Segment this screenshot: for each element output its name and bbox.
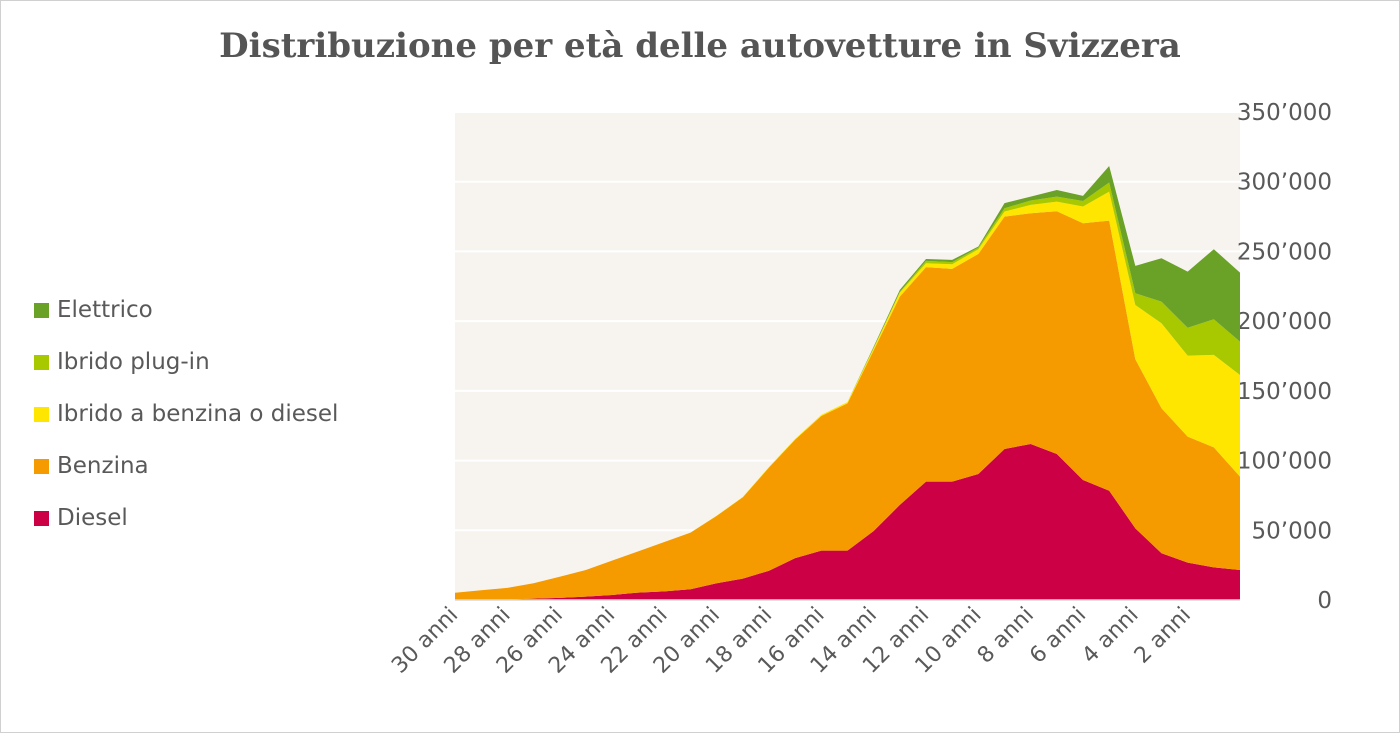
area-series-diesel [455,443,1240,600]
y-tick-label: 200’000 [1237,309,1332,335]
legend-label: Ibrido plug-in [57,349,210,375]
legend-label: Elettrico [57,297,153,323]
legend-swatch [34,458,49,474]
legend-item-diesel: Diesel [34,492,338,544]
legend-label: Ibrido a benzina o diesel [57,401,339,427]
chart-title: Distribuzione per età delle autovetture … [219,26,1181,66]
y-tick-label: 0 [1317,588,1332,614]
x-tick-label: 8 anni [973,603,1039,669]
legend-item-elettrico: Elettrico [34,284,338,336]
legend-item-plug-in: Ibrido plug-in [34,336,338,388]
legend-swatch [34,406,49,422]
legend-item-ibrido: Ibrido a benzina o diesel [34,388,338,440]
legend-swatch [34,302,49,318]
x-tick-label: 6 anni [1025,603,1091,669]
x-tick-label: 4 anni [1077,603,1143,669]
legend-label: Diesel [57,505,128,531]
legend: Elettrico Ibrido plug-in Ibrido a benzin… [34,284,338,544]
y-tick-label: 100’000 [1237,449,1332,475]
area-series-benzina [455,211,1240,601]
legend-swatch [34,354,49,370]
legend-label: Benzina [57,453,149,479]
y-tick-label: 350’000 [1237,100,1332,126]
y-tick-label: 50’000 [1252,518,1332,544]
y-tick-label: 150’000 [1237,379,1332,405]
legend-item-benzina: Benzina [34,440,338,492]
legend-swatch [34,510,49,526]
x-tick-label: 2 anni [1130,603,1196,669]
y-tick-label: 300’000 [1237,170,1332,196]
y-tick-label: 250’000 [1237,239,1332,265]
